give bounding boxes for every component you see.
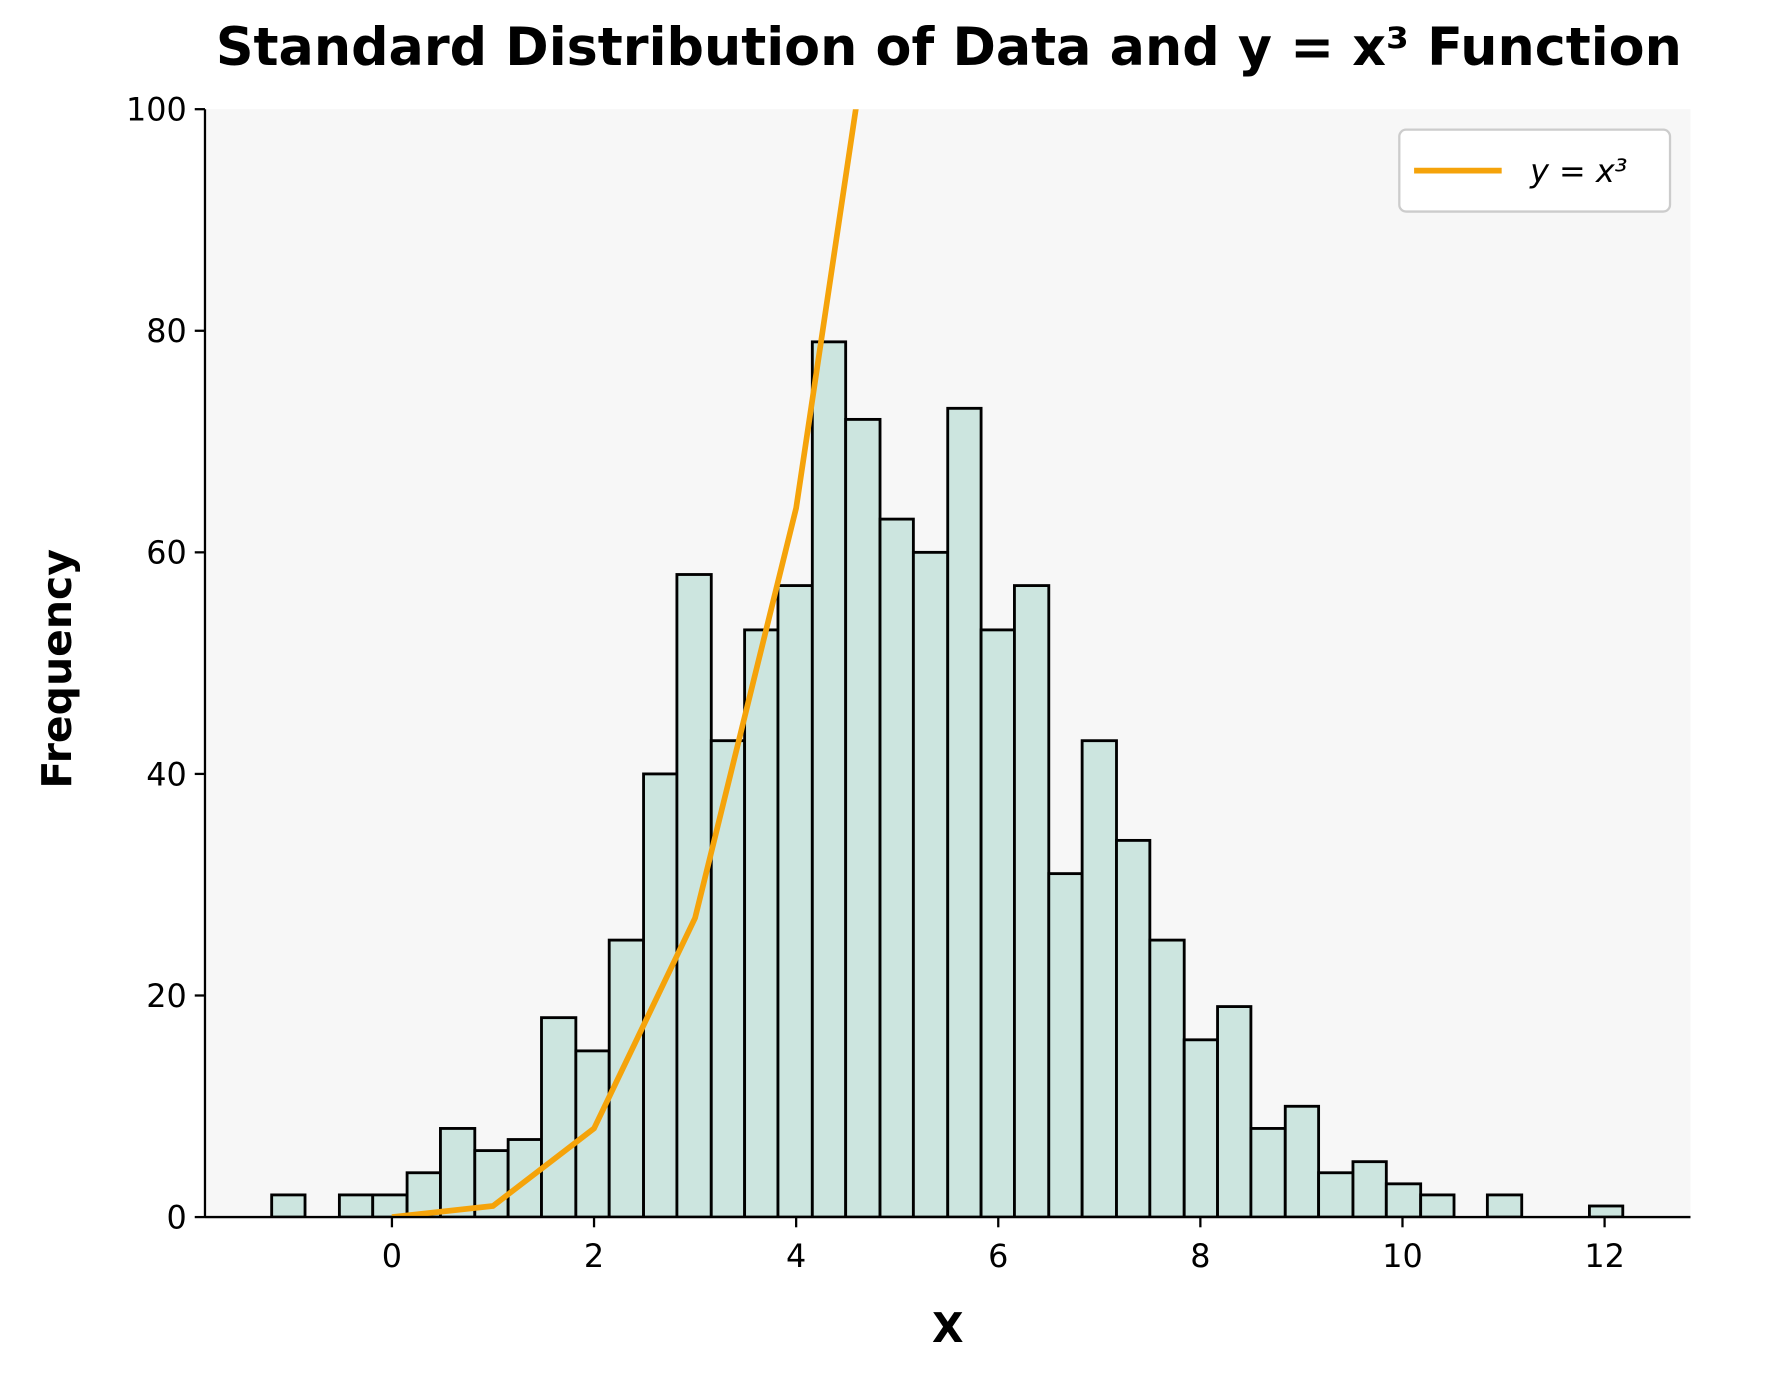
y-tick-label: 100 xyxy=(126,91,187,129)
legend-box xyxy=(1398,128,1672,213)
bar xyxy=(844,417,882,1218)
bar xyxy=(743,628,780,1218)
bar xyxy=(979,628,1016,1218)
bar xyxy=(878,517,915,1218)
bar xyxy=(776,584,814,1218)
bar xyxy=(540,1016,578,1218)
bar xyxy=(574,1049,611,1218)
x-axis-label: X xyxy=(932,1304,964,1352)
line-series xyxy=(391,109,859,1218)
legend-label: y = x³ xyxy=(1529,152,1627,190)
bar xyxy=(337,1193,375,1218)
bar xyxy=(270,1193,307,1218)
bar xyxy=(946,406,983,1218)
x-tick-label: 0 xyxy=(382,1237,402,1275)
bar xyxy=(1216,1005,1253,1218)
bar xyxy=(1317,1171,1355,1218)
y-tick-label: 40 xyxy=(146,755,187,793)
bar xyxy=(1588,1204,1625,1218)
y-tick-label: 0 xyxy=(167,1198,187,1236)
bar xyxy=(709,739,747,1218)
bar xyxy=(607,938,645,1218)
x-tick-label: 4 xyxy=(786,1237,806,1275)
x-tick-label: 6 xyxy=(988,1237,1008,1275)
bar xyxy=(439,1127,477,1218)
bar xyxy=(1013,584,1051,1218)
bar xyxy=(1351,1160,1388,1218)
bar xyxy=(1148,938,1186,1218)
chart-title: Standard Distribution of Data and y = x³… xyxy=(216,17,1682,78)
y-tick-label: 80 xyxy=(146,312,187,350)
bar xyxy=(1115,838,1152,1218)
y-tick-label: 60 xyxy=(146,534,187,572)
bar xyxy=(810,340,848,1218)
bar xyxy=(1182,1038,1219,1218)
bar xyxy=(1485,1193,1524,1218)
bar xyxy=(675,573,713,1218)
bar xyxy=(1283,1104,1321,1218)
x-tick-label: 8 xyxy=(1190,1237,1210,1275)
bar xyxy=(1080,739,1118,1218)
x-tick-label: 10 xyxy=(1382,1237,1423,1275)
bar xyxy=(1249,1127,1287,1218)
bar xyxy=(1419,1193,1456,1218)
plot-area xyxy=(270,109,1625,1218)
y-tick-label: 20 xyxy=(146,977,187,1015)
y-axis-label: Frequency xyxy=(33,549,81,789)
x-tick-label: 12 xyxy=(1584,1237,1625,1275)
bar xyxy=(1384,1182,1423,1218)
x-tick-label: 2 xyxy=(584,1237,604,1275)
bar xyxy=(1047,872,1084,1218)
bar xyxy=(911,550,950,1218)
